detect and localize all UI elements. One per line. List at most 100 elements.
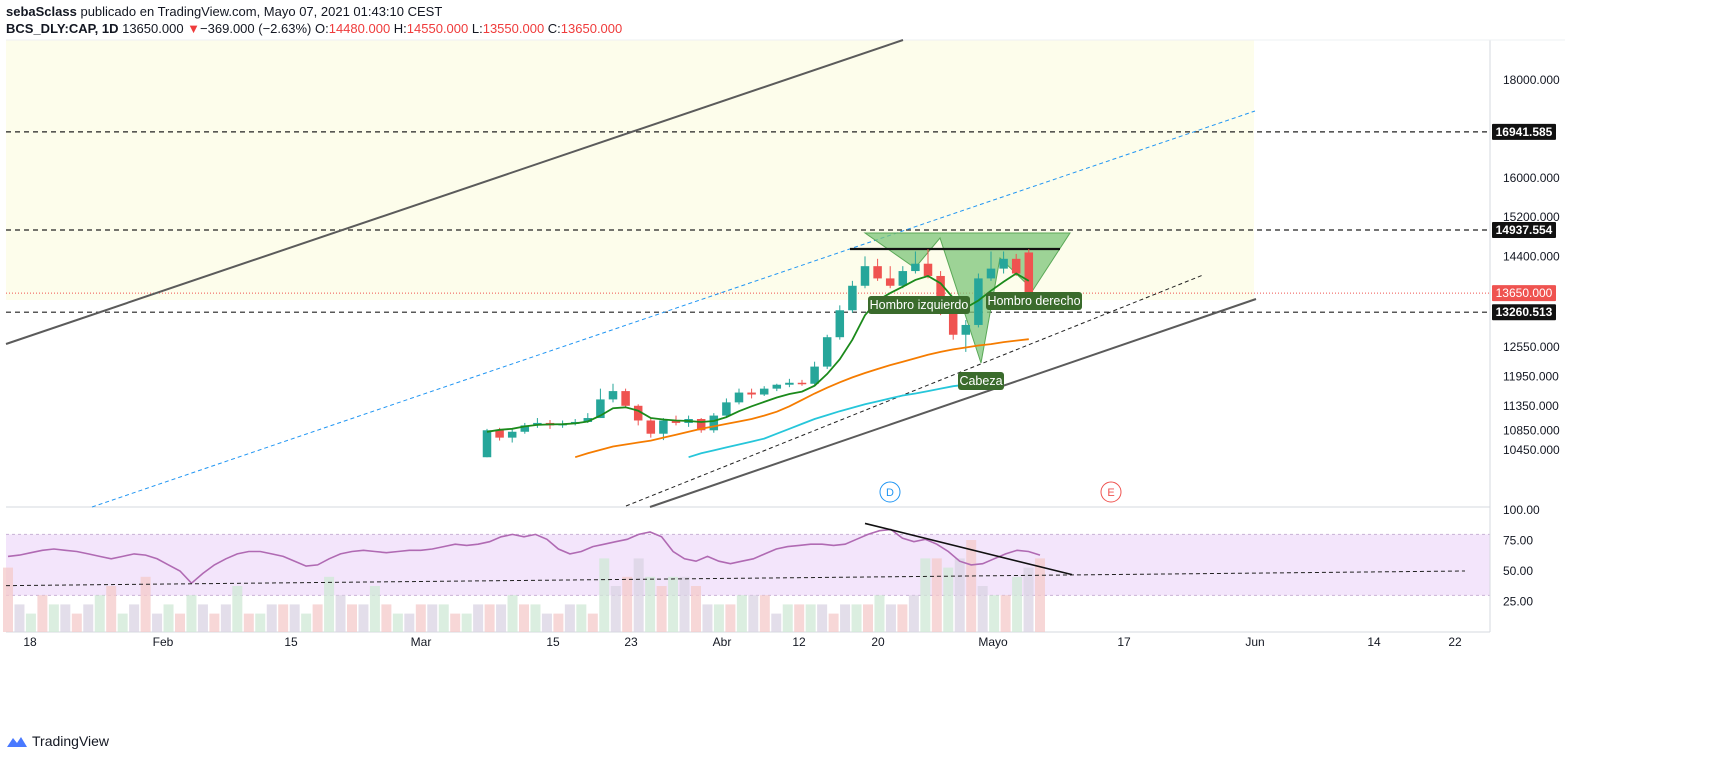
rsi-volume-bar — [1023, 567, 1034, 632]
x-tick-label: 18 — [23, 635, 37, 649]
rsi-tick-label: 75.00 — [1503, 534, 1533, 548]
channel-upper-line — [5, 39, 904, 345]
rsi-line — [7, 528, 1041, 585]
low-label: L: — [471, 21, 483, 36]
marker-d-label: D — [886, 487, 894, 499]
rsi-volume-bar — [71, 613, 82, 632]
channel-mid-line — [91, 110, 1256, 508]
rsi-volume-bar — [220, 604, 231, 632]
rsi-volume-bar — [782, 604, 793, 632]
candle-body — [974, 278, 983, 325]
rsi-volume-bar — [324, 576, 335, 632]
author-name[interactable]: sebaSclass — [6, 4, 77, 19]
rsi-divergence-line — [864, 522, 1073, 576]
rsi-tick-label: 100.00 — [1503, 503, 1540, 517]
marker-d-circle — [879, 481, 901, 503]
rsi-volume-bar — [713, 604, 724, 632]
candle-body — [520, 425, 530, 432]
candle-body — [835, 310, 845, 338]
rsi-volume-bar — [243, 613, 254, 632]
rsi-volume-bar — [129, 604, 140, 632]
rsi-volume-bar — [312, 604, 323, 632]
candle-body — [772, 384, 782, 389]
high-label: H: — [393, 21, 407, 36]
rsi-volume-bar — [954, 558, 965, 632]
x-tick-label: 15 — [284, 635, 298, 649]
candle-body — [507, 431, 517, 438]
candle-body — [948, 310, 958, 335]
left-shoulder-label: Hombro izquierdo — [870, 298, 969, 312]
rsi-volume-bar — [725, 604, 736, 632]
rsi-volume-bar — [702, 604, 713, 632]
rsi-volume-bar — [943, 567, 954, 632]
rsi-volume-bar — [3, 567, 13, 632]
rsi-volume-bar — [897, 604, 908, 632]
y-tick-label: 11350.000 — [1503, 399, 1559, 413]
candle-body — [1011, 258, 1021, 274]
y-tick-label: 18000.000 — [1503, 73, 1560, 87]
symbol-label[interactable]: BCS_DLY:CAP, 1D — [6, 21, 119, 36]
candle-body — [822, 337, 832, 367]
rsi-band — [6, 534, 1490, 596]
left-shoulder-label-bg — [868, 296, 970, 314]
rsi-volume-bar — [759, 595, 770, 632]
rsi-volume-bar — [415, 604, 426, 632]
x-tick-label: Mar — [411, 635, 432, 649]
rsi-volume-bar — [851, 604, 862, 632]
rsi-volume-bar — [117, 613, 128, 632]
rsi-volume-bar — [1012, 576, 1023, 632]
rsi-volume-bar — [576, 604, 587, 632]
candle-body — [797, 382, 807, 385]
rsi-volume-bar — [530, 604, 541, 632]
rsi-volume-bar — [679, 576, 690, 632]
rsi-volume-bar — [94, 595, 105, 632]
rsi-volume-bar — [381, 604, 392, 632]
x-tick-label: Jun — [1245, 635, 1264, 649]
x-tick-label: 15 — [546, 635, 560, 649]
open-value: 14480.000 — [328, 21, 391, 36]
rsi-volume-bar — [977, 586, 988, 632]
tradingview-logo[interactable]: TradingView — [6, 733, 109, 749]
rsi-volume-bar — [863, 604, 873, 632]
candle-body — [923, 263, 933, 276]
change-value: −369.000 (−2.63%) — [200, 21, 312, 36]
price-level-tag-text: 13260.513 — [1496, 305, 1553, 319]
rsi-volume-bar — [771, 613, 782, 632]
rsi-volume-bar — [209, 613, 220, 632]
candle-body — [747, 392, 756, 395]
rsi-volume-bar — [301, 613, 312, 632]
rsi-volume-bar — [163, 604, 174, 632]
rsi-volume-bar — [25, 613, 36, 632]
open-label: O: — [314, 21, 329, 36]
candle-body — [495, 430, 504, 438]
rsi-volume-bar — [140, 576, 151, 632]
candle-body — [848, 285, 857, 311]
candle-body — [621, 391, 630, 406]
rsi-volume-bar — [748, 595, 759, 632]
rsi-volume-bar — [175, 613, 185, 632]
candle-body — [659, 420, 668, 434]
candle-body — [898, 271, 908, 286]
rsi-volume-bar — [278, 604, 289, 632]
tradingview-logo-icon — [7, 737, 27, 747]
rsi-volume-bar — [633, 558, 644, 632]
rsi-volume-bar — [83, 604, 94, 632]
right-shoulder-label-bg — [986, 292, 1082, 310]
channel-fill — [6, 40, 1254, 300]
candle-body — [596, 399, 605, 419]
candle-body — [709, 415, 719, 431]
rsi-volume-bar — [564, 604, 575, 632]
candle-body — [961, 324, 971, 335]
y-tick-label: 14400.000 — [1503, 249, 1560, 263]
y-tick-label: 15200.000 — [1503, 210, 1560, 224]
rsi-volume-bar — [37, 595, 48, 632]
rsi-volume-bar — [369, 586, 380, 632]
candle-body — [646, 420, 656, 434]
rsi-tick-label: 25.00 — [1503, 595, 1533, 609]
y-tick-label: 16000.000 — [1503, 171, 1560, 185]
rsi-volume-bar — [255, 613, 266, 632]
rsi-tick-label: 50.00 — [1503, 564, 1533, 578]
x-tick-label: Feb — [153, 635, 174, 649]
rsi-volume-bar — [519, 604, 529, 632]
